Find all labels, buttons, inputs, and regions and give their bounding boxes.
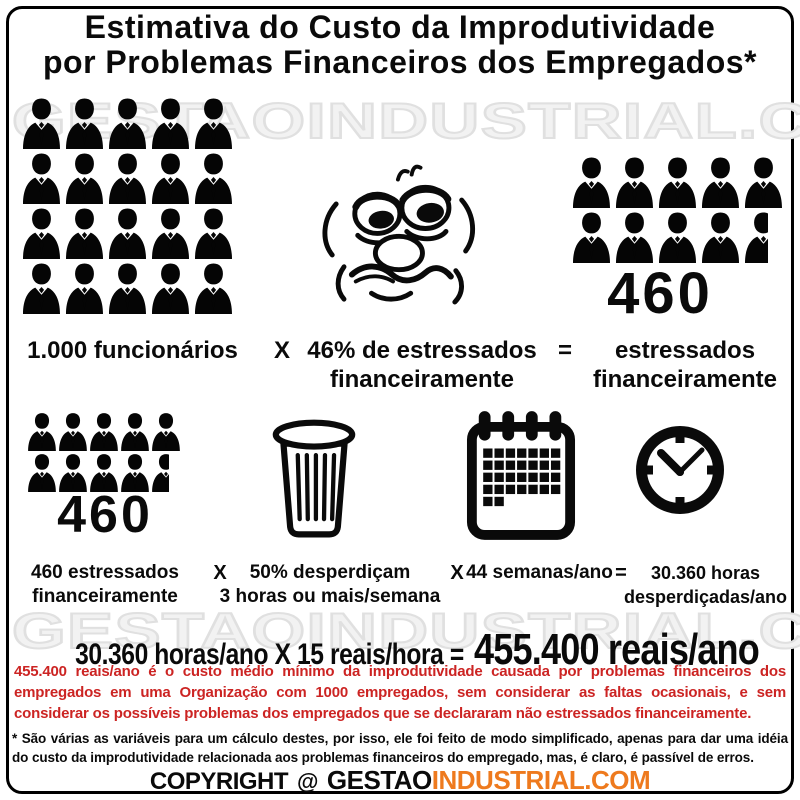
person-icon: [107, 262, 148, 314]
person-row: [21, 97, 234, 149]
red-explanation-note: 455.400 reais/ano é o custo médio mínimo…: [14, 663, 786, 722]
person-icon: [64, 262, 105, 314]
person-icon: [58, 412, 88, 451]
person-icon: [743, 156, 784, 208]
stressed-percent-label: 46% de estressados financeiramente: [307, 337, 537, 393]
person-icon: [150, 207, 191, 259]
stressed-result-label: estressados financeiramente: [592, 337, 778, 393]
person-icon: [89, 453, 119, 492]
copyright-word: COPYRIGHT: [149, 768, 289, 795]
hours-wasted-label: 30.360 horas desperdiçadas/ano: [623, 563, 788, 607]
title-line2: por Problemas Financeiros dos Empregados…: [42, 44, 757, 80]
person-icon: [571, 156, 612, 208]
person-icon: [107, 97, 148, 149]
person-icon: [89, 412, 119, 451]
title-line1: Estimativa do Custo da Improdutividade: [84, 9, 716, 45]
person-icon: [700, 211, 741, 263]
person-row: [27, 412, 181, 451]
stressed-count-large: 460: [607, 261, 713, 326]
person-icon: [21, 207, 62, 259]
person-icon: [64, 207, 105, 259]
final-equation: 30.360 horas/ano X 15 reais/hora = 455.4…: [0, 625, 800, 675]
stressed-people-grid: [571, 156, 784, 266]
equation-left: 30.360 horas/ano X 15 reais/hora =: [75, 638, 464, 671]
page-title: Estimativa do Custo da Improdutividade p…: [0, 10, 800, 80]
stressed-count-small: 460: [57, 486, 153, 544]
person-row: [27, 453, 181, 492]
stressed-small-label: 460 estressados financeiramente: [31, 562, 179, 607]
person-icon: [21, 152, 62, 204]
person-icon-partial: [151, 453, 169, 492]
equation-result: 455.400 reais/ano: [474, 625, 760, 674]
calendar-icon: [466, 408, 576, 542]
border-frame: [6, 6, 794, 794]
person-icon: [107, 152, 148, 204]
equals-operator-1: =: [557, 337, 572, 364]
person-row: [21, 152, 234, 204]
person-icon: [21, 262, 62, 314]
person-icon: [150, 152, 191, 204]
person-icon: [150, 97, 191, 149]
person-icon: [657, 156, 698, 208]
person-icon: [150, 262, 191, 314]
multiply-operator-2: X: [213, 562, 227, 584]
brand-industrial: INDUSTRIAL.COM: [431, 765, 651, 795]
employees-people-grid: [21, 97, 234, 317]
stressed-face-icon: [295, 153, 495, 305]
person-icon: [700, 156, 741, 208]
waste-label: 50% desperdiçam 3 horas ou mais/semana: [219, 562, 441, 607]
stressed-people-grid-small: [27, 412, 181, 494]
footnote: * São várias as variáveis para um cálcul…: [12, 731, 788, 765]
person-icon: [107, 207, 148, 259]
person-icon: [21, 97, 62, 149]
person-icon: [193, 262, 234, 314]
person-icon: [64, 97, 105, 149]
person-icon: [58, 453, 88, 492]
person-row: [21, 262, 234, 314]
person-icon: [151, 412, 181, 451]
weeks-label: 44 semanas/ano: [466, 562, 613, 583]
person-icon-partial: [743, 211, 768, 263]
copyright-line: COPYRIGHT @ GESTAOINDUSTRIAL.COM: [0, 765, 800, 796]
person-icon: [64, 152, 105, 204]
person-icon: [120, 412, 150, 451]
trash-can-icon: [272, 417, 356, 541]
brand-gestao: GESTAO: [326, 765, 432, 795]
person-icon: [614, 211, 655, 263]
multiply-operator-3: X: [450, 562, 464, 584]
person-icon: [193, 207, 234, 259]
watermark-bottom: GESTAOINDUSTRIAL.COM: [11, 602, 800, 660]
person-row: [571, 211, 784, 263]
person-icon: [27, 453, 57, 492]
person-icon: [571, 211, 612, 263]
person-icon: [120, 453, 150, 492]
person-icon: [27, 412, 57, 451]
multiply-operator-1: X: [273, 337, 290, 364]
clock-icon: [631, 421, 729, 519]
person-icon: [193, 97, 234, 149]
person-row: [571, 156, 784, 208]
person-icon: [193, 152, 234, 204]
copyright-at: @: [297, 769, 318, 794]
person-row: [21, 207, 234, 259]
person-icon: [657, 211, 698, 263]
person-icon: [614, 156, 655, 208]
employees-label: 1.000 funcionários: [27, 337, 238, 364]
equals-operator-2: =: [615, 562, 627, 584]
